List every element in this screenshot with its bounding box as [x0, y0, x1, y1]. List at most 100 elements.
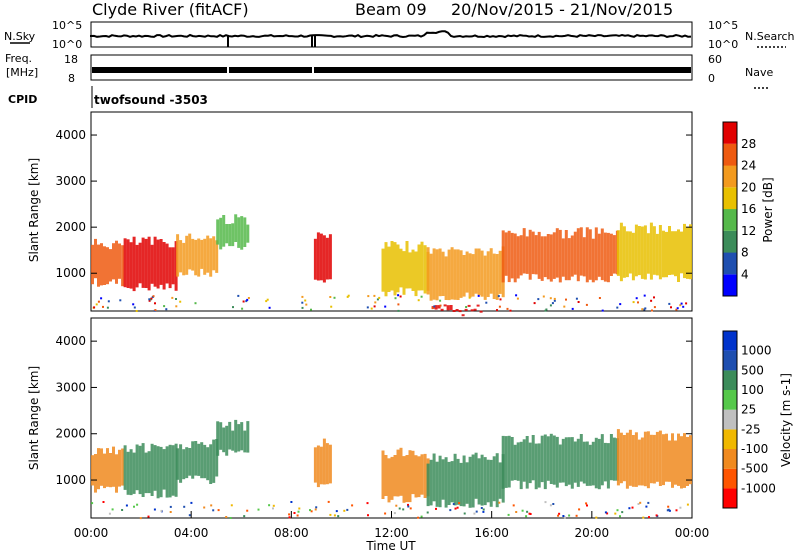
scatter-cell [179, 444, 183, 483]
scatter-cell [551, 302, 554, 305]
scatter-cell [118, 243, 121, 279]
scatter-cell [333, 296, 336, 299]
scatter-cell [680, 231, 683, 274]
scatter-cell [549, 297, 552, 300]
scatter-cell [609, 233, 613, 276]
colorbar-swatch [723, 429, 737, 449]
scatter-cell [309, 509, 311, 512]
scatter-cell [619, 515, 621, 518]
scatter-cell [632, 301, 635, 304]
scatter-cell [165, 243, 169, 284]
scatter-cell [531, 231, 535, 275]
scatter-cell [435, 507, 437, 510]
scatter-cell [465, 462, 469, 504]
scatter-cell [152, 295, 155, 298]
scatter-cell [237, 217, 241, 248]
scatter-cell [563, 305, 566, 308]
scatter-cell [373, 305, 376, 308]
scatter-cell [598, 297, 601, 299]
scatter-cell [183, 505, 186, 508]
scatter-cell [680, 302, 683, 305]
freq-frame [90, 54, 693, 81]
scatter-cell [463, 512, 466, 515]
scatter-cell [682, 305, 685, 308]
scatter-cell [679, 506, 682, 509]
scatter-cell [129, 449, 133, 496]
scatter-cell [674, 231, 677, 277]
scatter-cell [106, 306, 109, 309]
scatter-cell [450, 461, 454, 503]
scatter-cell [438, 455, 442, 508]
scatter-cell [671, 231, 674, 275]
scatter-cell [144, 452, 148, 494]
scatter-cell [229, 517, 232, 519]
scatter-cell [219, 422, 223, 450]
scatter-cell [417, 299, 420, 302]
colorbar-tick-label: 100 [741, 383, 764, 397]
scatter-cell [668, 302, 671, 305]
scatter-cell [384, 242, 388, 297]
scatter-cell [316, 445, 320, 488]
scatter-cell [677, 229, 680, 282]
scatter-cell [471, 254, 475, 297]
scatter-cell [333, 514, 336, 517]
scatter-cell [553, 299, 556, 302]
scatter-cell [443, 304, 447, 307]
scatter-cell [601, 309, 604, 312]
colorbar-tick-label: -1000 [741, 481, 776, 495]
scatter-cell [94, 238, 97, 279]
scatter-cell [133, 306, 136, 309]
scatter-cell [512, 504, 515, 507]
scatter-cell [231, 430, 235, 451]
scatter-cell [576, 438, 580, 487]
colorbar-swatch [723, 488, 737, 508]
scatter-cell [234, 214, 238, 242]
scatter-cell [639, 501, 642, 504]
scatter-cell [668, 440, 671, 482]
scatter-cell [150, 244, 154, 284]
scatter-cell [516, 236, 520, 279]
scatter-cell [591, 238, 595, 283]
station-title: Clyde River (fitACF) [92, 0, 249, 19]
velocity-y-axis: 1000 2000 3000 4000 [55, 334, 692, 487]
scatter-cell [343, 509, 346, 512]
scatter-cell [528, 442, 532, 484]
scatter-cell [429, 253, 433, 301]
scatter-cell [665, 231, 668, 278]
scatter-cell [228, 224, 232, 247]
scatter-cell [652, 226, 656, 275]
scatter-cell [501, 230, 505, 283]
scatter-cell [420, 295, 423, 298]
scatter-cell [393, 242, 397, 296]
scatter-cell [531, 435, 535, 481]
scatter-cell [408, 252, 412, 289]
scatter-cell [240, 216, 244, 250]
colorbar-swatch [723, 350, 737, 371]
scatter-cell [631, 435, 635, 487]
scatter-cell [567, 437, 571, 485]
scatter-cell [138, 445, 142, 495]
scatter-cell [119, 299, 122, 302]
scatter-cell [649, 434, 653, 484]
scatter-cell [329, 513, 332, 516]
scatter-cell [209, 238, 213, 277]
scatter-cell [622, 226, 626, 278]
scatter-cell [397, 303, 400, 306]
scatter-cell [439, 299, 442, 302]
scatter-cell [222, 427, 226, 453]
scatter-cell [160, 509, 163, 512]
scatter-cell [257, 508, 260, 511]
scatter-cell [203, 238, 207, 275]
scatter-cell [234, 419, 238, 453]
scatter-cell [622, 435, 626, 482]
scatter-cell [176, 234, 180, 277]
scatter-cell [557, 514, 560, 517]
scatter-cell [148, 299, 151, 302]
scatter-cell [147, 515, 150, 518]
scatter-cell [194, 302, 197, 305]
scatter-cell [310, 510, 313, 513]
scatter-cell [335, 510, 338, 513]
scatter-cell [420, 241, 424, 291]
scatter-cell [384, 305, 387, 308]
scatter-cell [480, 454, 484, 506]
